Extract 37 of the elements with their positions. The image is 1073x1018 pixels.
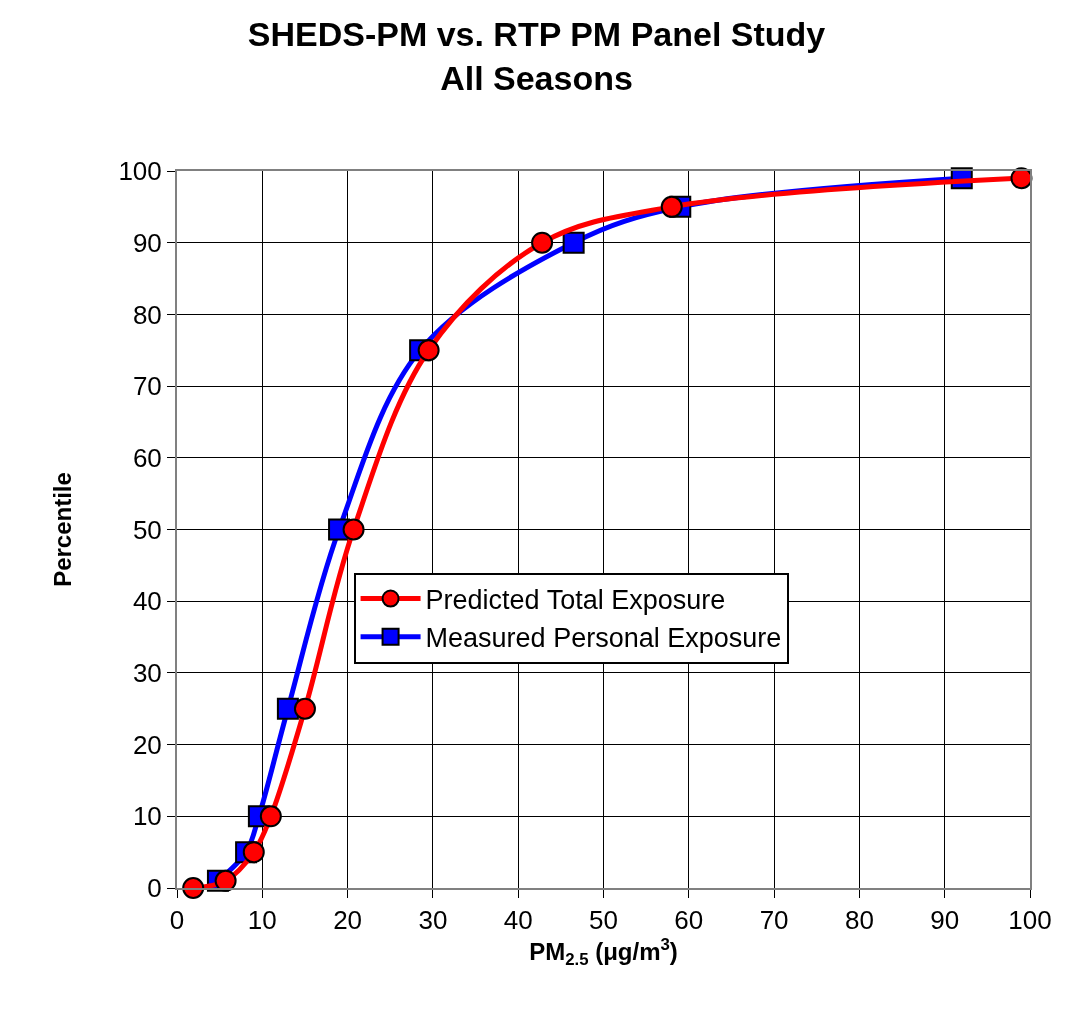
y-tick-label: 60 (132, 442, 162, 473)
x-tick-label: 80 (844, 905, 874, 936)
x-tick-label: 20 (333, 905, 363, 936)
y-tick-label: 50 (132, 514, 162, 545)
y-tick-label: 0 (147, 873, 162, 904)
point (214, 869, 237, 892)
point (293, 697, 316, 720)
y-tick-label: 40 (132, 586, 162, 617)
point (342, 518, 365, 541)
x-axis-title: PM$_{2.5}$ (μg/m$^{3}$) (529, 935, 678, 970)
x-tick-label: 100 (1008, 905, 1052, 936)
y-axis-title: Percentile (49, 472, 77, 587)
x-tick-label: 0 (169, 905, 185, 936)
y-tick-label: 30 (132, 658, 162, 688)
x-tick-label: 10 (247, 905, 277, 936)
y-tick-label: 90 (132, 227, 162, 258)
x-tick-label: 70 (759, 905, 789, 936)
point (562, 231, 585, 254)
chart-title: SHEDS-PM vs. RTP PM Panel Study All Seasons (247, 14, 826, 98)
point (660, 195, 683, 218)
x-tick-label: 30 (418, 905, 448, 936)
point (417, 339, 440, 362)
x-tick-label: 60 (674, 905, 704, 936)
point (259, 805, 282, 828)
point (531, 231, 554, 254)
y-tick-label: 10 (132, 801, 162, 832)
point (182, 877, 205, 899)
x-tick-label: 90 (930, 905, 960, 936)
x-tick-label: 50 (589, 905, 618, 936)
point (242, 841, 265, 864)
y-tick-label: 20 (132, 729, 162, 760)
legend-label: Predicted Total Exposure (425, 585, 726, 616)
y-tick-label: 100 (118, 156, 162, 187)
y-tick-label: 80 (132, 299, 162, 330)
legend-label: Measured Personal Exposure (425, 623, 782, 654)
x-tick-label: 40 (503, 905, 533, 936)
y-tick-label: 70 (132, 371, 162, 402)
